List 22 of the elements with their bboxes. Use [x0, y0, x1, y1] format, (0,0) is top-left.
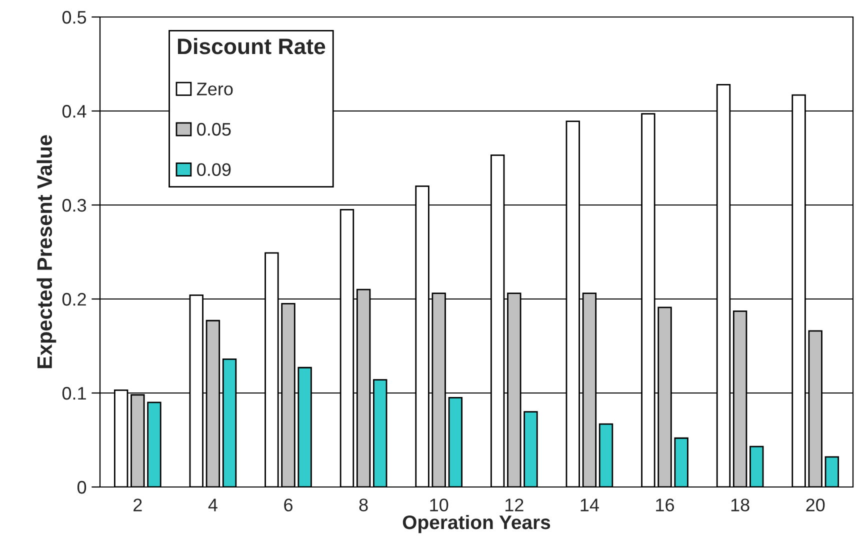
- y-tick-label: 0.1: [62, 386, 86, 400]
- x-tick-label: 12: [505, 498, 524, 512]
- legend-title: Discount Rate: [178, 38, 326, 54]
- x-tick-label: 6: [284, 498, 292, 512]
- y-tick-label: 0.5: [62, 10, 86, 24]
- x-tick-label: 18: [731, 498, 750, 512]
- x-axis-title: Operation Years: [402, 514, 550, 534]
- legend-label: 0.09: [197, 163, 231, 176]
- x-tick-label: 2: [134, 498, 142, 512]
- x-tick-label: 20: [806, 498, 825, 512]
- x-tick-label: 4: [208, 498, 218, 512]
- y-tick-label: 0.3: [62, 198, 86, 212]
- legend-label: 0.05: [197, 122, 231, 136]
- x-tick-label: 14: [580, 498, 599, 512]
- legend-label: Zero: [196, 82, 233, 96]
- x-tick-label: 16: [656, 498, 674, 512]
- x-tick-label: 8: [359, 498, 368, 512]
- y-tick-label: 0.4: [62, 104, 86, 118]
- y-tick-label: 0: [77, 480, 86, 494]
- y-axis-title: Expected Present Value: [36, 135, 56, 368]
- x-tick-label: 10: [430, 498, 448, 512]
- y-tick-label: 0.2: [62, 292, 86, 306]
